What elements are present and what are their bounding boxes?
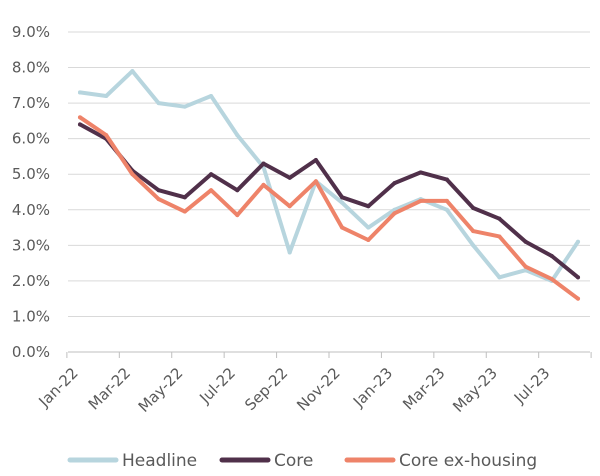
y-tick-label: 4.0%: [12, 201, 50, 219]
data-point-core-ex-housing: [549, 277, 554, 282]
data-point-core-ex-housing: [78, 115, 82, 120]
series-core-ex-housing: [78, 115, 580, 301]
x-tick-label: May-22: [135, 364, 187, 416]
data-point-headline: [287, 250, 292, 255]
data-point-headline: [156, 101, 161, 106]
legend: Headline Core Core ex-housing: [67, 451, 537, 471]
legend-label: Core ex-housing: [399, 451, 537, 471]
x-tick-label: Jan-23: [349, 364, 396, 411]
data-point-core: [392, 181, 397, 186]
data-point-core-ex-housing: [497, 234, 502, 239]
data-point-headline: [340, 200, 345, 205]
y-tick-label: 1.0%: [12, 307, 50, 325]
x-tick-label: Jan-22: [35, 364, 82, 411]
data-point-core-ex-housing: [130, 172, 135, 177]
data-point-core-ex-housing: [340, 225, 345, 230]
y-tick-label: 2.0%: [12, 272, 50, 290]
data-point-core-ex-housing: [392, 211, 397, 216]
data-point-headline: [182, 104, 187, 109]
data-point-core: [209, 172, 214, 177]
series-layer: [78, 69, 580, 301]
legend-item-core: Core: [219, 451, 313, 471]
data-point-headline: [497, 275, 502, 280]
data-point-core-ex-housing: [471, 229, 476, 234]
data-point-core: [287, 175, 292, 180]
label-layer: 0.0% 1.0% 2.0% 3.0% 4.0% 5.0% 6.0% 7.0% 8.0% 9.0%…: [12, 23, 554, 416]
data-point-core: [78, 122, 82, 127]
data-point-core: [497, 216, 502, 221]
x-tick-label: Sep-22: [241, 364, 291, 414]
y-tick-label: 8.0%: [12, 59, 50, 77]
grid-layer: [68, 31, 590, 317]
data-point-core: [523, 239, 528, 244]
data-point-headline: [235, 133, 240, 138]
data-point-core: [235, 188, 240, 193]
data-point-core: [156, 188, 161, 193]
x-tick-label: May-23: [449, 364, 501, 416]
data-point-core: [313, 158, 318, 162]
y-tick-label: 5.0%: [12, 165, 50, 183]
data-point-headline: [209, 94, 214, 98]
data-point-core-ex-housing: [313, 179, 318, 184]
x-tick-label: Mar-22: [85, 364, 134, 413]
data-point-core-ex-housing: [444, 198, 449, 203]
data-point-core-ex-housing: [235, 213, 240, 218]
data-point-core: [549, 254, 554, 258]
data-point-core: [576, 275, 580, 280]
data-point-core-ex-housing: [261, 182, 266, 187]
x-tick-label: Jul-22: [195, 364, 239, 408]
y-tick-label: 9.0%: [12, 23, 50, 41]
y-tick-label: 6.0%: [12, 130, 50, 148]
data-point-headline: [130, 69, 135, 74]
data-point-core-ex-housing: [418, 198, 423, 203]
data-point-core: [471, 206, 476, 210]
legend-item-core-ex-housing: Core ex-housing: [344, 451, 537, 471]
data-point-core-ex-housing: [209, 188, 214, 193]
data-point-headline: [576, 239, 580, 244]
data-point-core: [340, 195, 345, 200]
data-point-core: [444, 177, 449, 182]
x-tick-label: Jul-23: [510, 364, 554, 408]
data-point-core-ex-housing: [156, 197, 161, 202]
legend-label: Core: [274, 451, 313, 471]
y-tick-label: 7.0%: [12, 94, 50, 112]
series-line-core-ex-housing: [78, 115, 580, 301]
y-tick-label: 3.0%: [12, 236, 50, 254]
data-point-core-ex-housing: [523, 264, 528, 269]
data-point-core: [261, 161, 266, 166]
x-tick-label: Mar-23: [399, 364, 448, 413]
legend-item-headline: Headline: [67, 451, 197, 471]
data-point-core-ex-housing: [576, 296, 580, 301]
data-point-headline: [444, 207, 449, 212]
legend-label: Headline: [122, 451, 197, 471]
data-point-core: [182, 195, 187, 200]
x-tick-label: Nov-22: [293, 364, 343, 414]
data-point-core-ex-housing: [287, 204, 292, 209]
data-point-core-ex-housing: [366, 238, 371, 242]
data-point-core: [418, 170, 423, 175]
data-point-headline: [366, 225, 371, 230]
data-point-headline: [471, 243, 476, 248]
data-point-headline: [104, 94, 109, 98]
data-point-core: [366, 204, 371, 209]
series-line-headline: [78, 69, 580, 283]
data-point-core-ex-housing: [104, 133, 109, 138]
y-tick-label: 0.0%: [12, 343, 50, 361]
data-point-headline: [78, 90, 82, 95]
axis-layer: [66, 351, 592, 358]
data-point-core-ex-housing: [182, 209, 187, 214]
series-line-core: [78, 122, 580, 280]
